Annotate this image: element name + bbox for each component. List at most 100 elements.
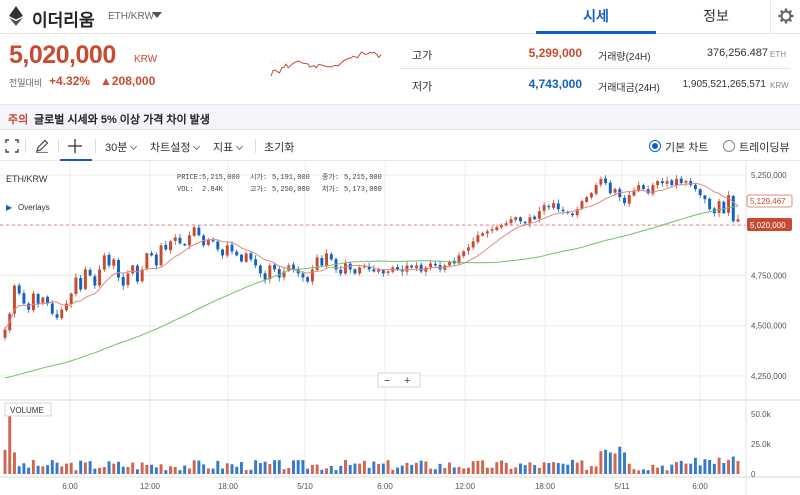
volume-24h-unit: ETH xyxy=(770,50,786,59)
candle-body xyxy=(244,253,248,262)
volume-bar xyxy=(348,465,352,474)
candle-body xyxy=(623,197,626,204)
volume-bar xyxy=(462,468,466,474)
volume-bar xyxy=(523,465,527,474)
candle-body xyxy=(36,294,40,304)
candle-body xyxy=(169,241,172,251)
volume-bar xyxy=(386,460,390,474)
volume-bar xyxy=(665,470,669,474)
interval-select[interactable]: 30분 xyxy=(105,139,138,155)
volume-bar xyxy=(443,467,447,474)
volume-bar xyxy=(31,460,35,474)
candle-body xyxy=(377,269,381,272)
time-axis-tick: 18:00 xyxy=(218,482,239,491)
volume-bar xyxy=(433,469,437,474)
volume-bar xyxy=(50,460,54,474)
candle-body xyxy=(164,244,168,250)
candle-body xyxy=(12,285,16,314)
last-price-tag-text: 5,020,000 xyxy=(750,221,786,230)
candle-body xyxy=(178,237,182,244)
volume-bar xyxy=(689,463,693,474)
candle-body xyxy=(528,217,532,224)
volume-bar xyxy=(419,460,423,474)
candle-body xyxy=(131,265,135,274)
candle-body xyxy=(183,244,187,246)
candle-body xyxy=(31,293,35,311)
candle-body xyxy=(221,249,225,256)
volume-bar xyxy=(126,466,130,474)
volume-bar xyxy=(3,450,7,474)
candle-body xyxy=(708,198,712,210)
candle-body xyxy=(547,205,551,208)
volume-bar xyxy=(221,468,225,474)
volume-bar xyxy=(632,469,636,474)
info-close-value: 5,215,000 xyxy=(344,174,382,182)
candle-body xyxy=(339,269,343,274)
volume-bar xyxy=(65,463,68,474)
volume-bar xyxy=(263,461,267,474)
settings-button[interactable] xyxy=(770,0,800,34)
candle-body xyxy=(235,251,239,256)
candle-body xyxy=(533,216,537,220)
volume-bar xyxy=(712,463,716,474)
info-high-label: 고가: xyxy=(250,184,267,194)
candle-body xyxy=(315,257,319,271)
volume-bar xyxy=(660,465,664,474)
volume-bar xyxy=(618,446,622,474)
amount-24h-label: 거래대금(24H) xyxy=(598,83,660,94)
volume-bar xyxy=(656,467,660,474)
candle-body xyxy=(225,245,229,256)
candle-body xyxy=(457,255,461,264)
tab-market-price[interactable]: 시세 xyxy=(536,0,656,34)
notice-text: 글로벌 시세와 5% 이상 가격 차이 발생 xyxy=(34,114,210,126)
overlays-arrow-icon[interactable]: ▶ xyxy=(6,203,13,212)
candle-body xyxy=(433,263,437,266)
price-chart[interactable]: 5,250,0005,000,0004,750,0004,500,0004,25… xyxy=(0,162,800,495)
pencil-draw-icon[interactable] xyxy=(35,139,49,153)
indicators-menu[interactable]: 지표 xyxy=(213,139,244,155)
volume-bar xyxy=(83,462,87,474)
candle-body xyxy=(613,189,617,193)
candle-body xyxy=(693,184,697,190)
volume-bar xyxy=(140,462,144,474)
volume-bar xyxy=(414,462,418,474)
candle-body xyxy=(282,271,286,278)
coin-select-chevron-icon[interactable] xyxy=(152,12,162,18)
info-low-value: 5,173,000 xyxy=(344,186,382,194)
volume-bar xyxy=(46,465,50,474)
candle-body xyxy=(249,253,253,260)
tradingview-label[interactable]: 트레이딩뷰 xyxy=(739,142,790,154)
volume-bar xyxy=(500,460,504,474)
volume-bar xyxy=(27,467,31,474)
candle-body xyxy=(571,213,574,216)
candle-body xyxy=(594,185,598,194)
basic-chart-radio[interactable] xyxy=(649,140,661,152)
basic-chart-label[interactable]: 기본 차트 xyxy=(665,142,709,154)
volume-bar xyxy=(93,468,97,474)
crosshair-icon[interactable] xyxy=(66,137,84,155)
reset-button[interactable]: 초기화 xyxy=(264,142,295,154)
volume-bar xyxy=(315,464,319,474)
candle-body xyxy=(627,195,631,204)
candle-body xyxy=(41,297,45,303)
candle-body xyxy=(98,269,102,286)
tab-info[interactable]: 정보 xyxy=(703,8,729,24)
candle-body xyxy=(173,237,177,242)
info-high-value: 5,250,000 xyxy=(272,186,310,194)
change-percent: +4.32% xyxy=(49,74,91,88)
volume-bar xyxy=(646,470,650,474)
price-axis-tick: 5,250,000 xyxy=(751,171,787,180)
ethereum-logo-icon xyxy=(9,6,23,26)
zoom-in-button[interactable]: + xyxy=(404,375,410,387)
chart-settings-menu[interactable]: 차트설정 xyxy=(150,139,201,155)
change-amount: ▲208,000 xyxy=(100,74,156,88)
overlays-toggle[interactable]: Overlays xyxy=(18,203,50,212)
tradingview-radio[interactable] xyxy=(723,140,735,152)
volume-bar xyxy=(457,466,461,474)
candle-body xyxy=(159,245,163,266)
volume-bar xyxy=(533,465,537,474)
candle-body xyxy=(325,253,329,267)
zoom-out-button[interactable]: − xyxy=(384,375,390,387)
volume-bar xyxy=(571,459,574,474)
fullscreen-icon[interactable] xyxy=(5,139,19,153)
